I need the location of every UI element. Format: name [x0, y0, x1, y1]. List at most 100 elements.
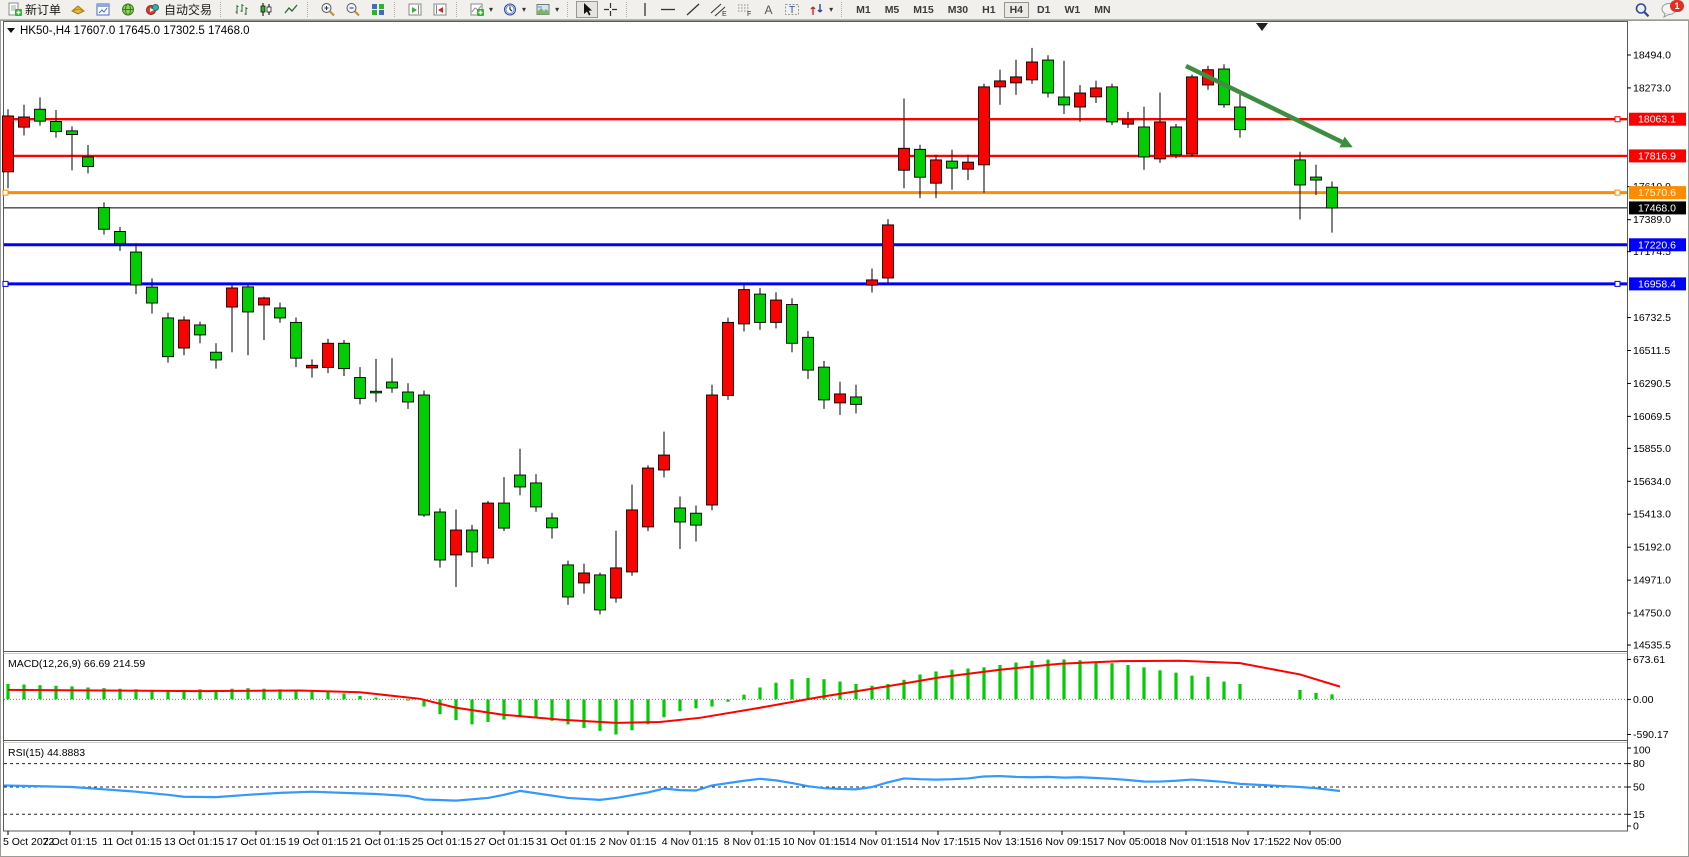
tf-H1[interactable]: H1	[976, 2, 1001, 18]
x-tick-label: 18 Nov 01:15	[1155, 836, 1218, 848]
bar-chart-button[interactable]	[229, 1, 253, 18]
candle-bear	[1042, 59, 1054, 94]
candle-bull	[930, 159, 942, 184]
chart-window-button[interactable]	[91, 1, 115, 18]
notifications-button[interactable]: 1	[1656, 0, 1686, 18]
x-tick-label: 8 Nov 01:15	[724, 836, 781, 848]
auto-scroll-button[interactable]	[428, 1, 452, 18]
candle-bear	[754, 293, 766, 323]
candle-bear	[850, 396, 862, 405]
candle-bear	[1294, 159, 1306, 186]
auto-trading-icon	[146, 4, 160, 15]
line-handle-right[interactable]	[1614, 116, 1621, 123]
x-tick-label: 4 Nov 01:15	[662, 836, 719, 848]
periods-icon	[504, 3, 517, 16]
candle-bear	[1326, 186, 1338, 209]
new-order-button[interactable]: 新订单	[3, 1, 65, 18]
horizontal-line-button[interactable]	[656, 1, 680, 18]
x-tick-label: 31 Oct 01:15	[536, 836, 596, 848]
svg-text:A: A	[765, 3, 773, 17]
tf-M5[interactable]: M5	[879, 2, 906, 18]
candle-bear	[114, 231, 126, 245]
y-tick-label: 16511.5	[1633, 345, 1670, 357]
auto-trading-button[interactable]: 自动交易	[141, 1, 216, 18]
fibonacci-button[interactable]: F	[732, 1, 757, 18]
y-tick-label: 16069.5	[1633, 411, 1671, 423]
rsi-scale-label: 0	[1633, 821, 1639, 833]
vertical-line-icon	[644, 3, 646, 16]
tf-M30[interactable]: M30	[942, 2, 974, 18]
candle-bear	[98, 207, 110, 230]
search-button[interactable]	[1630, 1, 1655, 18]
indicators-caret-icon: ▾	[489, 5, 494, 14]
y-tick-label: 18494.0	[1633, 49, 1671, 61]
x-tick-label: 11 Oct 01:15	[102, 836, 162, 848]
news-button[interactable]	[116, 1, 140, 18]
line-handle-left[interactable]	[2, 280, 9, 287]
new-order-icon	[8, 2, 22, 16]
symbol-dropdown-icon[interactable]	[7, 28, 15, 33]
line-handle-left[interactable]	[2, 189, 9, 196]
separator	[220, 2, 225, 17]
line-chart-button[interactable]	[279, 1, 303, 18]
arrows-button[interactable]: ▾	[805, 1, 837, 18]
templates-button[interactable]: ▾	[531, 1, 563, 18]
current-price-text: 17468.0	[1638, 202, 1676, 214]
candle-bear	[514, 474, 526, 488]
svg-text:T: T	[789, 5, 795, 16]
text-button[interactable]: A	[758, 1, 779, 18]
candle-bear	[162, 317, 174, 358]
crosshair-button[interactable]	[599, 1, 622, 18]
indicators-button[interactable]: ▾	[465, 1, 497, 18]
horizontal-line-icon	[661, 8, 676, 11]
trend-arrow[interactable]	[1185, 63, 1343, 145]
candle-bull	[482, 502, 494, 559]
candle-bear	[370, 390, 382, 394]
candlestick-button[interactable]	[254, 1, 278, 18]
text-label-button[interactable]: T	[780, 1, 804, 18]
channel-button[interactable]: E	[706, 1, 731, 18]
candle-bear	[546, 517, 558, 529]
tf-H4[interactable]: H4	[1003, 1, 1030, 18]
candle-bull	[882, 224, 894, 279]
tf-W1[interactable]: W1	[1058, 2, 1086, 18]
candle-bear	[338, 342, 350, 370]
candle-bull	[898, 147, 910, 171]
rsi-scale-label: 50	[1633, 782, 1645, 794]
y-tick-label: 16732.5	[1633, 312, 1671, 324]
candle-bull	[658, 454, 670, 471]
candlestick-icon	[260, 3, 272, 16]
line-handle-right[interactable]	[1614, 280, 1621, 287]
line-handle-right[interactable]	[1614, 189, 1621, 196]
candle-bull	[1186, 76, 1198, 155]
tf-D1[interactable]: D1	[1031, 2, 1056, 18]
auto-trading-label: 自动交易	[164, 3, 213, 17]
x-tick-label: 21 Oct 01:15	[350, 836, 410, 848]
vertical-line-button[interactable]	[635, 1, 655, 18]
tf-MN[interactable]: MN	[1088, 2, 1116, 18]
zoom-out-button[interactable]	[341, 1, 365, 18]
shift-chart-button[interactable]	[403, 1, 427, 18]
y-tick-label: 14750.0	[1633, 608, 1671, 620]
x-tick-label: 18 Nov 17:15	[1217, 836, 1280, 848]
tf-M1[interactable]: M1	[850, 2, 877, 18]
cursor-button[interactable]	[576, 1, 599, 18]
auto-scroll-icon	[433, 3, 447, 16]
rsi-line	[3, 774, 1341, 802]
level-price-label	[1629, 186, 1686, 200]
zoom-in-button[interactable]	[316, 1, 340, 18]
candle-bear	[1106, 86, 1118, 123]
shift-marker-icon[interactable]	[1256, 23, 1268, 31]
candle-bull	[722, 321, 734, 396]
search-icon	[1635, 2, 1650, 17]
candle-bull	[834, 393, 846, 404]
x-tick-label: 22 Nov 05:00	[1279, 836, 1342, 848]
rsi-scale-label: 100	[1633, 745, 1651, 757]
mailbox-button[interactable]	[66, 1, 90, 18]
periods-button[interactable]: ▾	[498, 1, 530, 18]
tf-M15[interactable]: M15	[907, 2, 939, 18]
tile-windows-button[interactable]	[366, 1, 390, 18]
trendline-button[interactable]	[681, 1, 705, 18]
candle-bull	[962, 161, 974, 170]
